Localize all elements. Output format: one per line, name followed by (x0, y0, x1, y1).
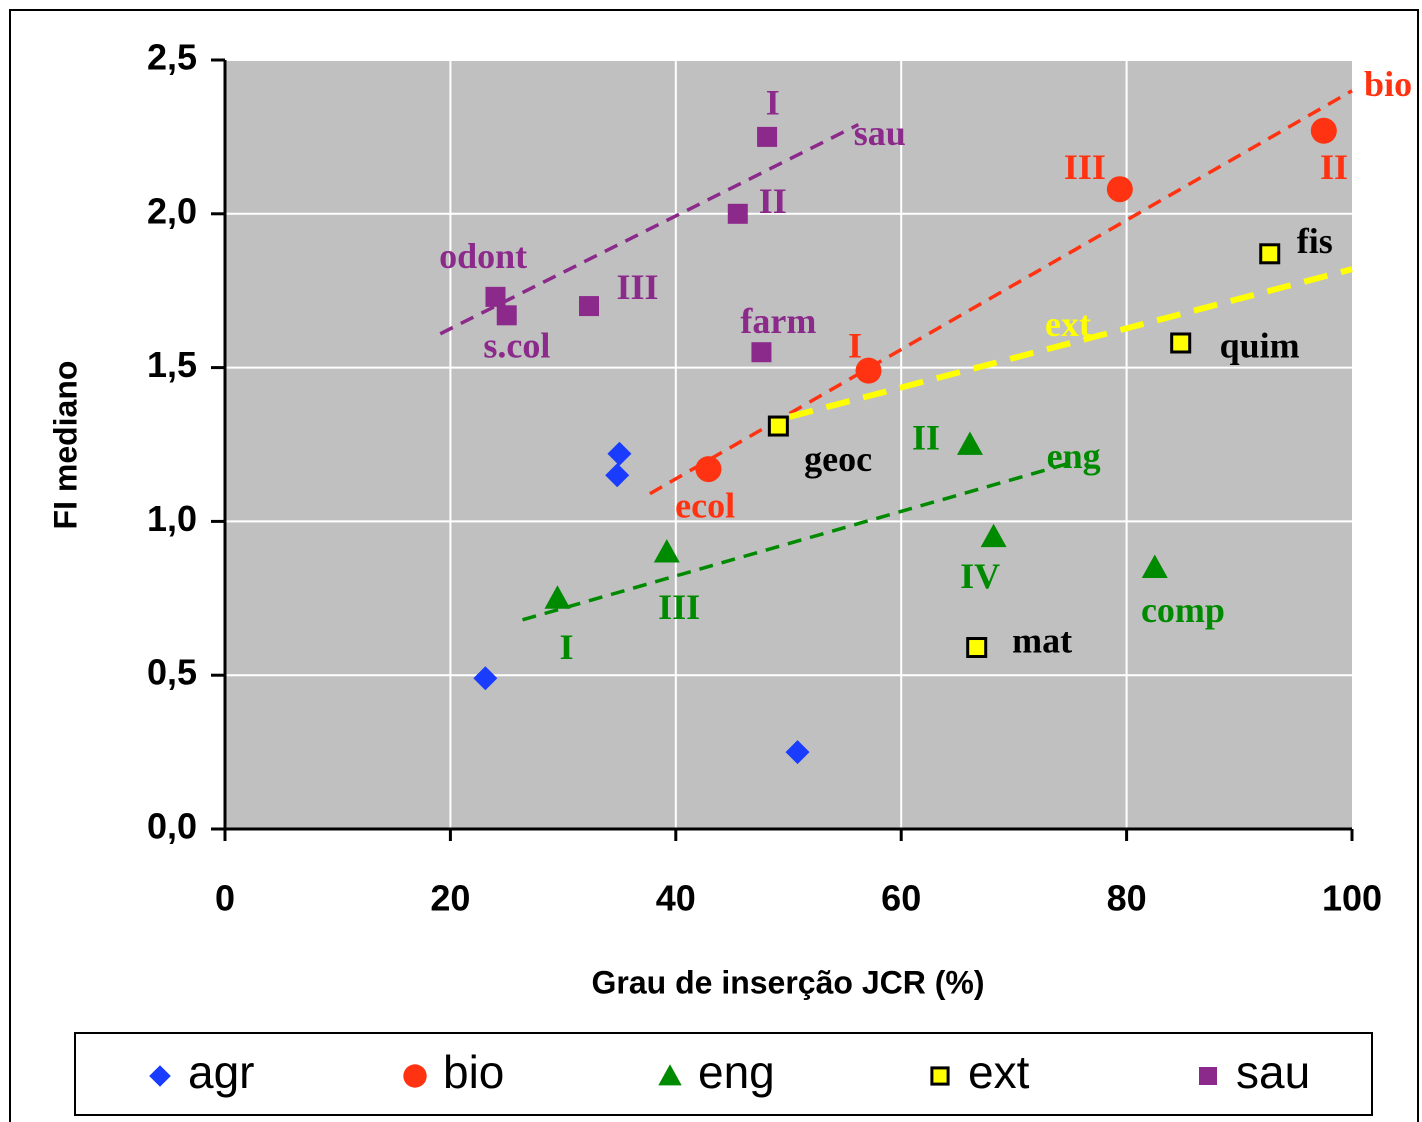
trend-line (649, 89, 1353, 496)
point (473, 666, 498, 691)
x-axis-title: Grau de inserção JCR (%) (592, 964, 985, 1000)
annotation: I (766, 82, 780, 122)
annotation: IV (960, 556, 1000, 596)
x-tick-label: 100 (1322, 878, 1382, 919)
point (695, 456, 722, 483)
y-tick-label: 0,0 (147, 806, 197, 847)
y-axis-title: FI mediano (47, 361, 83, 530)
point (767, 415, 789, 437)
legend-marker (149, 1065, 171, 1087)
legend-label: agr (188, 1046, 254, 1098)
annotation: comp (1141, 590, 1225, 630)
trend-line (788, 266, 1353, 420)
trend-line (522, 461, 1071, 622)
point (485, 286, 506, 307)
point (1310, 117, 1337, 144)
annotation: I (559, 627, 573, 667)
annotation: mat (1012, 621, 1072, 661)
point (1106, 176, 1133, 203)
annotation: ext (1045, 304, 1091, 344)
annotation: II (1320, 147, 1348, 187)
legend-label: eng (698, 1046, 775, 1098)
trend-line (439, 123, 860, 336)
point (785, 740, 810, 765)
point (855, 357, 882, 384)
y-tick-label: 1,5 (147, 344, 197, 385)
x-tick-label: 40 (656, 878, 696, 919)
annotation: farm (740, 301, 816, 341)
annotation: quim (1220, 325, 1300, 365)
annotation: III (616, 267, 658, 307)
annotation: III (658, 587, 700, 627)
point (496, 305, 517, 326)
annotation: s.col (483, 325, 550, 365)
point (956, 431, 983, 455)
x-tick-label: 60 (881, 878, 921, 919)
point (653, 539, 680, 563)
point (544, 585, 571, 609)
point (605, 463, 630, 488)
annotation: II (912, 418, 940, 458)
x-tick-label: 20 (430, 878, 470, 919)
legend-marker (658, 1064, 682, 1086)
point (751, 342, 772, 363)
y-tick-label: 0,5 (147, 652, 197, 693)
legend-label: sau (1236, 1046, 1310, 1098)
annotation: III (1064, 147, 1106, 187)
annotation: geoc (804, 439, 872, 479)
y-tick-label: 2,5 (147, 37, 197, 78)
point (1170, 332, 1192, 354)
legend-marker (1199, 1067, 1217, 1085)
x-tick-label: 80 (1107, 878, 1147, 919)
point (757, 126, 778, 147)
point (966, 637, 988, 659)
legend (74, 1032, 1373, 1116)
annotation: I (848, 325, 862, 365)
annotation: odont (439, 236, 527, 276)
legend-marker (403, 1064, 427, 1088)
point (579, 296, 600, 317)
point (980, 523, 1007, 548)
annotation: II (759, 181, 787, 221)
x-tick-label: 0 (215, 878, 235, 919)
annotation: eng (1047, 436, 1101, 476)
annotation: ecol (675, 485, 735, 525)
annotation: sau (854, 113, 906, 153)
plot-area (225, 60, 1352, 829)
legend-marker (930, 1066, 950, 1086)
annotation: fis (1297, 221, 1333, 261)
y-tick-label: 2,0 (147, 190, 197, 231)
point (1141, 554, 1168, 578)
annotation: bio (1364, 64, 1412, 104)
y-tick-label: 1,0 (147, 498, 197, 539)
point (607, 441, 632, 466)
legend-label: bio (443, 1046, 504, 1098)
legend-label: ext (968, 1046, 1030, 1098)
point (727, 203, 748, 224)
point (1259, 243, 1281, 265)
